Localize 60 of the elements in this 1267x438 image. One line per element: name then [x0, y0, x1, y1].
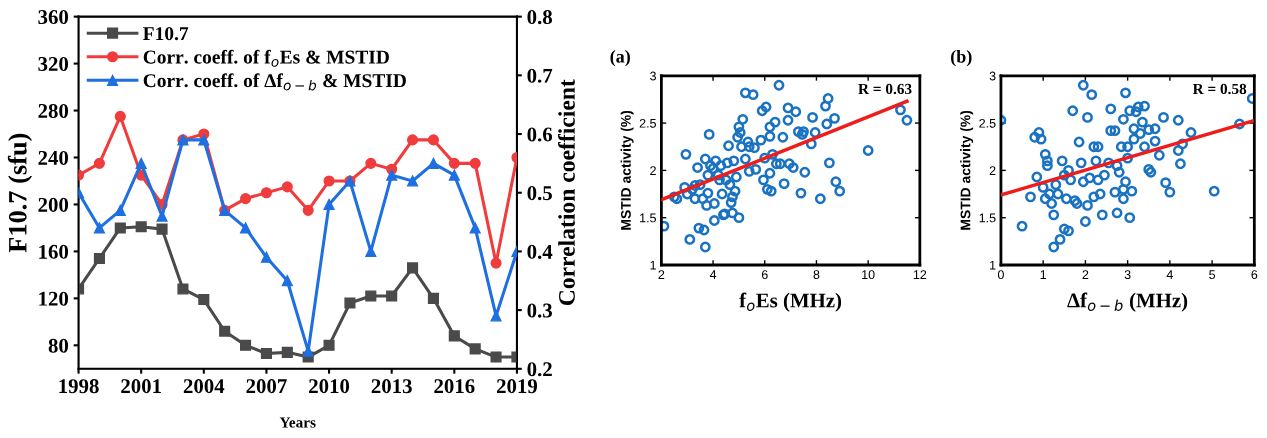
x-tick-label: 2 [1082, 270, 1089, 279]
x-tick-label: 8 [813, 270, 820, 280]
y-tick-label: 1.5 [979, 213, 996, 223]
x-tick-label: 2004 [183, 379, 225, 394]
y-tick-label: 280 [38, 103, 69, 118]
annotation: R = 0.63 [858, 83, 912, 95]
x-tick-label: 3 [1124, 270, 1131, 280]
x-tick-label: 2019 [496, 379, 538, 394]
y2-axis-title: Correlation coefficient [558, 79, 575, 306]
y2-tick-label: 0.7 [527, 68, 553, 83]
y-tick-label: 80 [48, 338, 69, 353]
y2-tick-label: 0.8 [527, 10, 553, 25]
y-tick-label: 1.5 [640, 213, 656, 223]
y-tick-label: 2 [989, 166, 996, 175]
x-tick-label: 2016 [434, 379, 475, 394]
y-tick-label: 1 [650, 260, 656, 270]
y-tick-label: 2 [650, 166, 656, 175]
x-tick-label: 6 [761, 270, 768, 280]
y-tick-label: 3 [989, 71, 996, 81]
y-tick-label: 200 [38, 197, 69, 212]
x-tick-label: 4 [1166, 270, 1173, 279]
y-tick-label: 160 [39, 244, 69, 259]
annotation: R = 0.58 [1192, 83, 1247, 95]
y2-tick-label: 0.6 [527, 127, 553, 142]
x-tick-label: 2007 [246, 379, 287, 394]
x-tick-label: 12 [913, 270, 927, 279]
x-tick-label: 2013 [371, 379, 412, 394]
y2-tick-label: 0.2 [527, 362, 552, 377]
x-tick-label: 10 [862, 270, 875, 280]
y-tick-label: 2.5 [979, 118, 996, 128]
y2-tick-label: 0.5 [527, 186, 552, 201]
y-axis-title: F10.7 (sfu) [7, 133, 33, 253]
y-tick-label: 360 [38, 10, 69, 25]
x-tick-label: 0 [997, 270, 1004, 280]
x-tick-label: 6 [1251, 270, 1258, 280]
x-tick-label: 5 [1209, 270, 1216, 280]
x-tick-label: 2 [658, 270, 665, 279]
x-axis-title: f$_{o}$Es (MHz) [739, 292, 842, 312]
x-tick-label: 1998 [59, 379, 99, 394]
chart-title: (a) [610, 49, 630, 67]
y-tick-label: 240 [38, 150, 69, 165]
y-tick-label: 120 [39, 291, 69, 306]
y2-tick-label: 0.3 [527, 303, 552, 318]
x-tick-label: 4 [709, 270, 717, 279]
x-tick-label: 1 [1040, 270, 1047, 279]
y2-tick-label: 0.4 [527, 244, 553, 259]
x-axis-title: Years [279, 417, 316, 428]
chart-title: (b) [951, 49, 972, 67]
legend-label: Corr. coeff. of f$_{o}$Es & MSTID [143, 49, 389, 67]
y-axis-title: MSTID activity (%) [960, 110, 974, 230]
y-axis-title: MSTID activity (%) [620, 110, 634, 230]
y-tick-label: 2.5 [639, 118, 656, 128]
y-tick-label: 320 [38, 56, 69, 72]
legend-label: Corr. coeff. of Δf$_{o−b}$ & MSTID [143, 73, 406, 91]
x-tick-label: 2001 [121, 379, 161, 394]
x-axis-title: Δf$_{o−b}$ (MHz) [1067, 292, 1188, 312]
y-tick-label: 1 [990, 260, 996, 270]
legend-label: F10.7 [143, 27, 189, 41]
y-tick-label: 3 [650, 71, 656, 81]
x-tick-label: 2010 [309, 379, 350, 394]
